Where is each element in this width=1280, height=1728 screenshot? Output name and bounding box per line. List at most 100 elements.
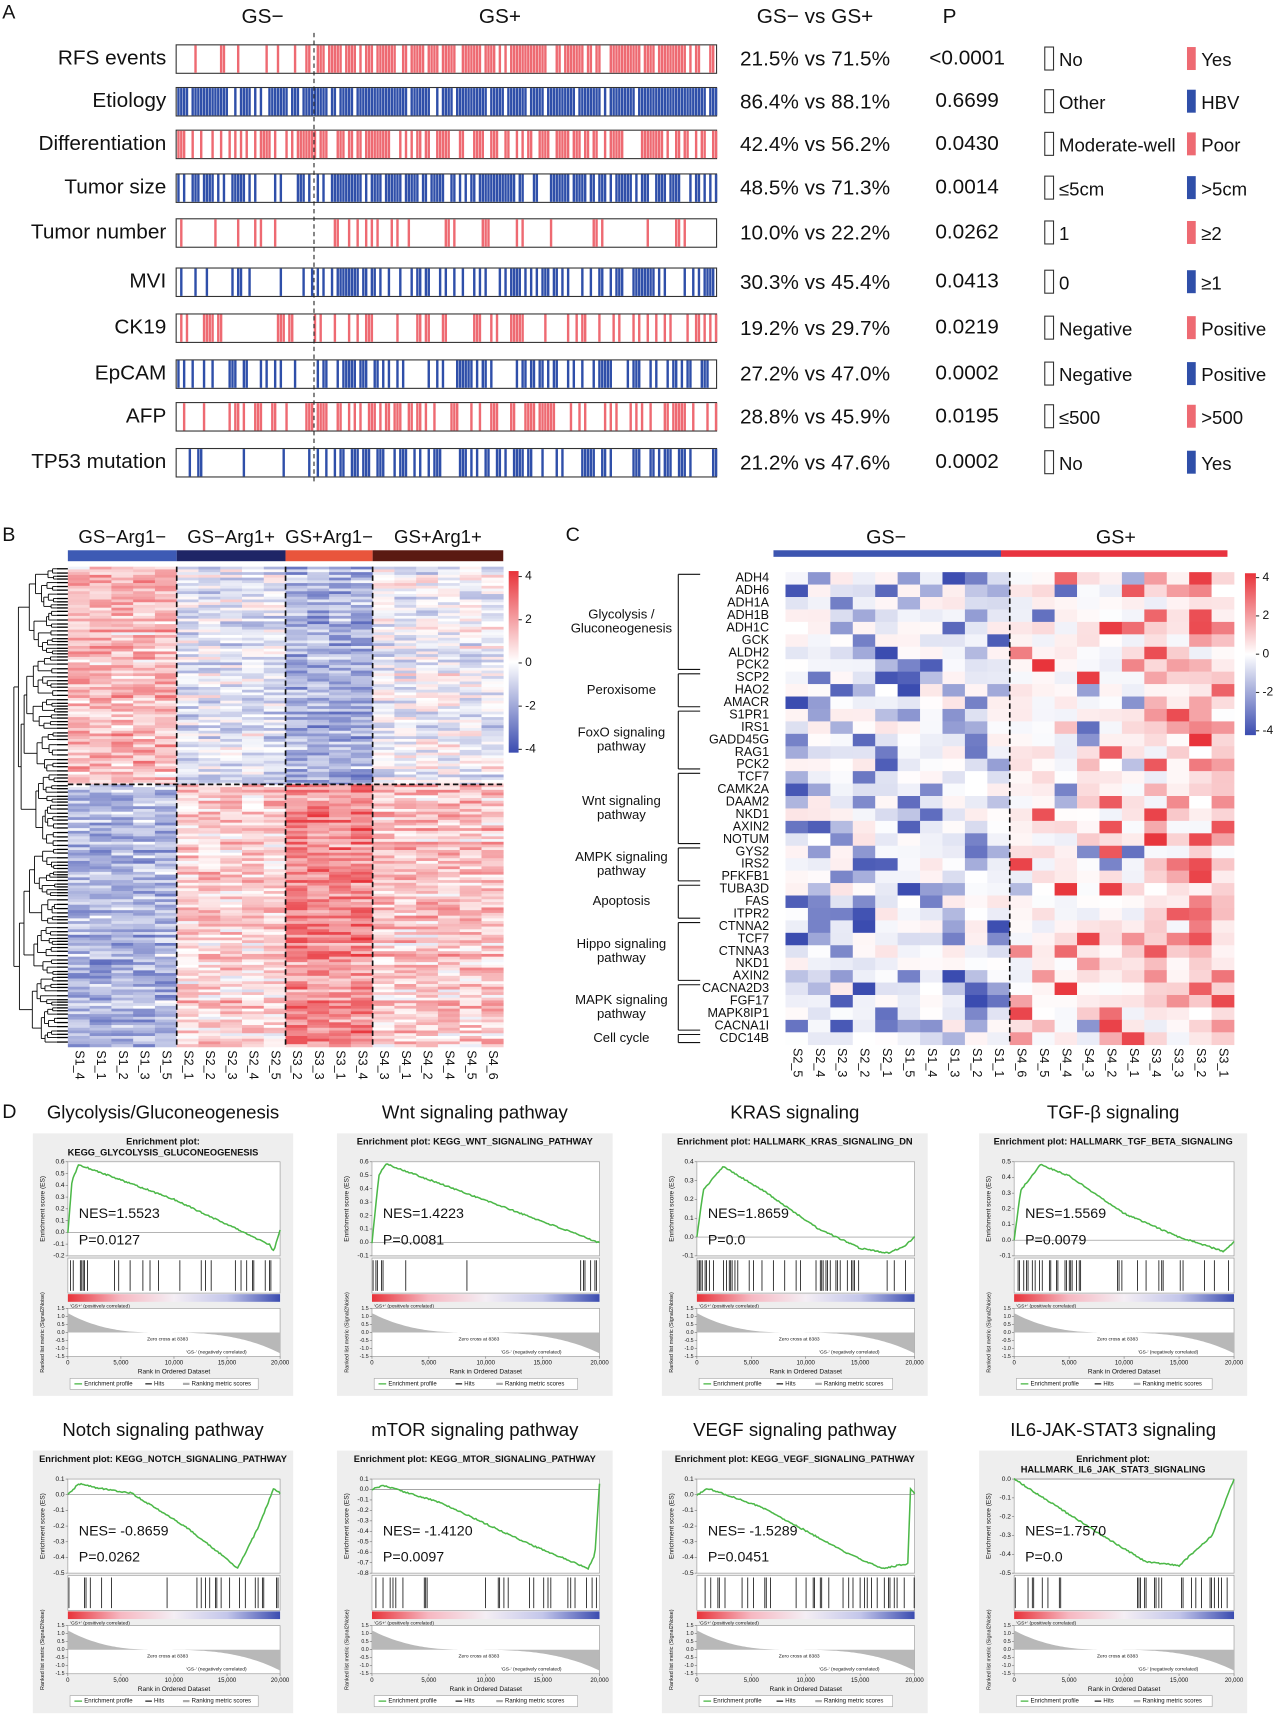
heatmap-cell bbox=[438, 679, 460, 682]
heatmap-cell bbox=[329, 712, 351, 715]
status-stripe bbox=[664, 88, 666, 115]
status-stripe bbox=[570, 45, 572, 72]
heatmap-cell bbox=[198, 847, 220, 850]
status-stripe bbox=[647, 174, 649, 201]
heatmap-cell bbox=[307, 630, 329, 633]
heatmap-cell bbox=[111, 992, 133, 995]
heatmap-cell bbox=[329, 616, 351, 619]
heatmap-cell bbox=[307, 736, 329, 739]
heatmap-cell bbox=[394, 660, 416, 663]
heatmap-cell bbox=[460, 834, 482, 837]
heatmap-cell bbox=[133, 692, 155, 695]
status-stripe bbox=[319, 403, 321, 430]
heatmap-cell bbox=[286, 948, 308, 951]
status-stripe bbox=[715, 174, 717, 201]
heatmap-cell bbox=[242, 646, 264, 649]
heatmap-cell bbox=[220, 891, 242, 894]
status-stripe bbox=[348, 131, 350, 158]
status-stripe bbox=[601, 174, 603, 201]
heatmap-cell bbox=[198, 627, 220, 630]
heatmap-cell bbox=[394, 646, 416, 649]
status-stripe bbox=[496, 449, 498, 476]
status-stripe bbox=[200, 449, 202, 476]
heatmap-cell bbox=[481, 951, 503, 954]
status-stripe bbox=[595, 45, 597, 72]
status-stripe bbox=[265, 360, 267, 387]
heatmap-cell bbox=[394, 1028, 416, 1031]
heatmap-cell bbox=[111, 984, 133, 987]
heatmap-cell bbox=[220, 1039, 242, 1042]
heatmap-cell bbox=[481, 605, 503, 608]
status-stripe bbox=[638, 315, 640, 342]
heatmap-cell bbox=[307, 761, 329, 764]
heatmap-cell bbox=[416, 753, 438, 756]
heatmap-cell bbox=[198, 899, 220, 902]
heatmap-cell bbox=[155, 599, 177, 602]
heatmap-cell bbox=[133, 855, 155, 858]
heatmap-cell bbox=[460, 578, 482, 581]
heatmap-cell bbox=[307, 828, 329, 831]
status-stripe bbox=[510, 88, 512, 115]
heatmap-cell bbox=[90, 755, 112, 758]
heatmap-cell bbox=[481, 720, 503, 723]
status-stripe bbox=[521, 174, 523, 201]
heatmap-cell bbox=[177, 780, 199, 783]
heatmap-cell bbox=[242, 918, 264, 921]
heatmap-cell bbox=[307, 657, 329, 660]
heatmap-cell bbox=[68, 839, 90, 842]
heatmap-cell bbox=[264, 823, 286, 826]
heatmap-cell bbox=[68, 987, 90, 990]
heatmap-cell bbox=[133, 673, 155, 676]
heatmap-cell bbox=[220, 798, 242, 801]
heatmap-cell bbox=[133, 755, 155, 758]
heatmap-cell bbox=[438, 635, 460, 638]
heatmap-cell bbox=[481, 646, 503, 649]
heatmap-cell bbox=[394, 828, 416, 831]
percent-text: 30.3% vs 45.4% bbox=[740, 271, 890, 294]
heatmap-cell bbox=[438, 594, 460, 597]
status-stripe bbox=[391, 174, 393, 201]
heatmap-cell bbox=[198, 1028, 220, 1031]
heatmap-cell bbox=[242, 701, 264, 704]
heatmap-cell bbox=[90, 836, 112, 839]
heatmap-cell bbox=[329, 998, 351, 1001]
heatmap-cell bbox=[264, 987, 286, 990]
status-stripe bbox=[516, 219, 518, 246]
heatmap-cell bbox=[351, 567, 373, 570]
heatmap-cell bbox=[286, 569, 308, 572]
heatmap-cell bbox=[416, 717, 438, 720]
heatmap-cell bbox=[242, 750, 264, 753]
heatmap-cell bbox=[198, 861, 220, 864]
heatmap-cell bbox=[220, 602, 242, 605]
heatmap-cell bbox=[90, 866, 112, 869]
heatmap-cell bbox=[438, 775, 460, 778]
status-stripe bbox=[274, 219, 276, 246]
heatmap-cell bbox=[177, 649, 199, 652]
status-stripe bbox=[376, 88, 378, 115]
heatmap-cell bbox=[438, 979, 460, 982]
heatmap-cell bbox=[481, 831, 503, 834]
heatmap-cell bbox=[133, 660, 155, 663]
heatmap-cell bbox=[394, 1041, 416, 1044]
heatmap-cell bbox=[351, 828, 373, 831]
heatmap-cell bbox=[111, 610, 133, 613]
heatmap-cell bbox=[286, 842, 308, 845]
status-stripe bbox=[410, 131, 412, 158]
heatmap-cell bbox=[177, 989, 199, 992]
status-stripe bbox=[337, 360, 339, 387]
heatmap-cell bbox=[438, 853, 460, 856]
heatmap-cell bbox=[155, 728, 177, 731]
status-stripe bbox=[399, 131, 401, 158]
status-stripe bbox=[379, 88, 381, 115]
heatmap-cell bbox=[90, 886, 112, 889]
status-stripe bbox=[396, 174, 398, 201]
heatmap-cell bbox=[68, 1011, 90, 1014]
heatmap-cell bbox=[373, 567, 395, 570]
heatmap-cell bbox=[307, 643, 329, 646]
heatmap-cell bbox=[264, 586, 286, 589]
heatmap-cell bbox=[90, 801, 112, 804]
heatmap-cell bbox=[438, 682, 460, 685]
heatmap-cell bbox=[264, 995, 286, 998]
heatmap-cell bbox=[198, 935, 220, 938]
heatmap-cell bbox=[329, 976, 351, 979]
